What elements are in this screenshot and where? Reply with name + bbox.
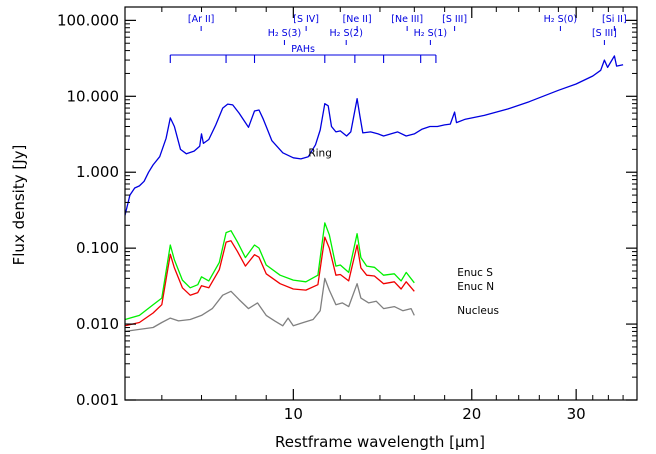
series-label-enuc-n: Enuc N	[457, 281, 494, 293]
line-marker-label: H₂ S(3)	[268, 28, 301, 39]
x-tick-label: 10	[284, 405, 303, 423]
line-marker-label: H₂ S(1)	[414, 28, 447, 39]
series-layer	[125, 55, 624, 333]
line-marker-label: [Ne II]	[343, 14, 372, 25]
line-marker-label: [Si II]	[602, 14, 627, 25]
series-labels: Ring Enuc S Enuc N Nucleus	[308, 148, 499, 317]
series-label-enuc-s: Enuc S	[457, 267, 493, 279]
y-tick-label: 1.000	[76, 163, 119, 181]
line-markers: [Ar II] [S IV] [Ne II] [Ne III] [S III] H₂ S(…	[169, 14, 627, 63]
y-axis-title: Flux density [Jy]	[10, 145, 28, 266]
plot-frame	[124, 6, 638, 401]
y-tick-label: 0.001	[76, 391, 119, 409]
y-tick-label: 0.100	[76, 239, 119, 257]
axes: 0.001 0.010 0.100 1.000 10.000 100.000 10 20 30	[57, 6, 638, 423]
series-line-enuc-n	[125, 236, 415, 327]
series-line-nucleus	[125, 277, 415, 333]
series-label-nucleus: Nucleus	[457, 305, 499, 317]
y-tick-label: 100.000	[57, 11, 119, 29]
series-line-ring	[125, 55, 624, 216]
series-line-enuc-s	[125, 222, 415, 321]
y-tick-label: 10.000	[67, 87, 120, 105]
series-label-ring: Ring	[308, 148, 332, 160]
line-marker-label: [Ne III]	[391, 14, 423, 25]
line-marker-label: [Ar II]	[188, 14, 214, 25]
line-marker-label: [S III]	[592, 28, 617, 39]
x-tick-label: 20	[462, 405, 481, 423]
y-tick-label: 0.010	[76, 315, 119, 333]
line-marker-label: H₂ S(0)	[544, 14, 577, 25]
line-marker-label: [S III]	[442, 14, 467, 25]
line-marker-label: H₂ S(2)	[329, 28, 362, 39]
line-marker-label: [S IV]	[293, 14, 319, 25]
x-tick-label: 30	[567, 405, 586, 423]
x-axis-title: Restframe wavelength [μm]	[275, 433, 485, 451]
pah-label: PAHs	[291, 44, 315, 55]
